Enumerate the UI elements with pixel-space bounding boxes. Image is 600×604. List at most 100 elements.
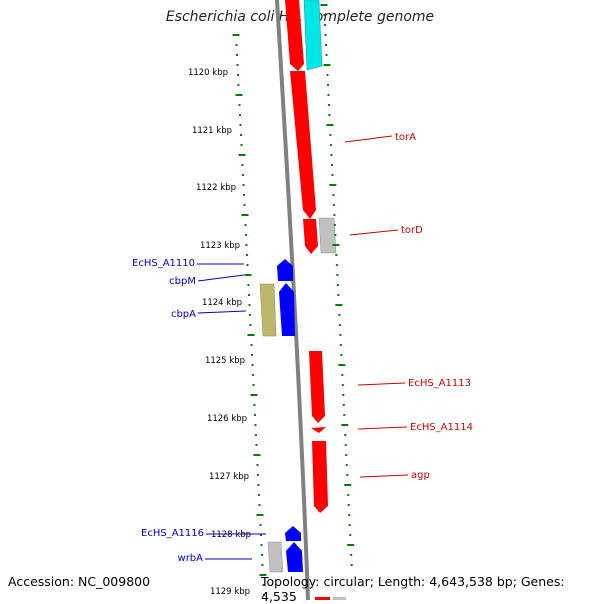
gray-gene-block[interactable] [318, 217, 337, 254]
agp-gene-label[interactable]: agp [411, 470, 430, 481]
ruler-dot [344, 484, 352, 486]
echs-a1110-gene-arrow[interactable] [277, 259, 293, 281]
ruler-dot [323, 24, 326, 26]
ruler-dot [333, 224, 336, 226]
tord-gene-arrow[interactable] [303, 219, 318, 254]
ruler-dot [250, 344, 253, 346]
ruler-dot [259, 524, 262, 526]
ruler-dot [327, 104, 330, 106]
echs-a1110-gene-label[interactable]: EcHS_A1110 [132, 258, 195, 269]
ruler-dot [238, 154, 246, 156]
ruler-dot [238, 104, 241, 106]
ruler-dot [345, 454, 348, 456]
bottom-gray-gene[interactable] [333, 597, 346, 600]
ruler-dot [236, 74, 239, 76]
echs-a1116-gene-label[interactable]: EcHS_A1116 [141, 528, 204, 539]
ruler-dot [249, 324, 252, 326]
ruler-dot [332, 244, 340, 246]
ruler-dot [247, 294, 250, 296]
ruler-dot [329, 184, 337, 186]
ruler-dot [255, 444, 258, 446]
tord-leader-line [349, 229, 399, 236]
ruler-dot [256, 464, 259, 466]
cyan-gene-arrow[interactable] [303, 0, 323, 71]
ruler-dot [334, 234, 337, 236]
ruler-dot [256, 474, 259, 476]
tora-gene-arrow[interactable] [290, 71, 316, 219]
echs-a1114-leader-line [357, 426, 408, 430]
ruler-dot [330, 154, 333, 156]
ruler-dot [240, 144, 243, 146]
tora-leader-line [344, 135, 393, 143]
ruler-tick-label: 1122 kbp [196, 183, 236, 193]
gene-arrow-blue[interactable] [286, 542, 303, 572]
tord-gene-label[interactable]: torD [401, 225, 423, 236]
ruler-dot [341, 374, 344, 376]
ruler-dot [243, 204, 246, 206]
ruler-dot [323, 64, 331, 66]
ruler-dot [247, 284, 250, 286]
ruler-dot [250, 354, 253, 356]
agp-leader-line [359, 474, 409, 478]
ruler-dot [336, 284, 339, 286]
ruler-dot [335, 264, 338, 266]
echs-a1113-gene-label[interactable]: EcHS_A1113 [408, 378, 471, 389]
ruler-dot [232, 34, 240, 36]
ruler-dot [253, 404, 256, 406]
ruler-dot [336, 274, 339, 276]
ruler-dot [335, 254, 338, 256]
ruler-dot [328, 114, 331, 116]
cbpa-gene-label[interactable]: cbpA [171, 309, 196, 320]
ruler-dot [242, 194, 245, 196]
ruler-dot [337, 294, 340, 296]
tora-gene-label[interactable]: torA [395, 132, 416, 143]
echs-a1114-gene-label[interactable]: EcHS_A1114 [410, 422, 473, 433]
ruler-dot [346, 474, 349, 476]
ruler-dot [323, 14, 326, 16]
cbpm-gene-label[interactable]: cbpM [169, 276, 196, 287]
echs-a1116-gray-gene-block[interactable] [267, 541, 284, 573]
ruler-dot [244, 224, 247, 226]
ruler-dot [254, 434, 257, 436]
ruler-dot [248, 304, 251, 306]
ruler-dot [250, 394, 258, 396]
gene-arrow-red[interactable] [285, 0, 304, 71]
ruler-dot [350, 564, 353, 566]
ruler-dot [252, 384, 255, 386]
cbpa-leader-line [197, 310, 247, 314]
bottom-red-gene[interactable] [315, 597, 330, 600]
ruler-dot [251, 364, 254, 366]
ruler-dot [341, 384, 344, 386]
ruler-tick-label: 1123 kbp [200, 241, 240, 251]
ruler-dot [347, 544, 355, 546]
ruler-tick-label: 1120 kbp [188, 68, 228, 78]
ruler-dot [340, 354, 343, 356]
ruler-dot [235, 54, 238, 56]
ruler-dot [347, 504, 350, 506]
ruler-dot [238, 114, 241, 116]
echs-a1113-gene-arrow[interactable] [309, 351, 325, 423]
ruler-tick-label: 1124 kbp [202, 298, 242, 308]
ruler-dot [330, 164, 333, 166]
agp-gene-arrow[interactable] [312, 441, 328, 513]
wrba-gene-label[interactable]: wrbA [178, 553, 204, 564]
accession-label: Accession: NC_009800 [8, 574, 151, 589]
ruler-dot [259, 574, 267, 576]
ruler-dot [326, 74, 329, 76]
ruler-dot [256, 514, 264, 516]
ruler-dot [338, 324, 341, 326]
wrba-gene-arrow[interactable] [285, 526, 301, 541]
cbpm-olive-gene-block[interactable] [259, 283, 277, 337]
ruler-dot [342, 404, 345, 406]
ruler-dot [327, 94, 330, 96]
ruler-dot [350, 554, 353, 556]
ruler-dot [239, 124, 242, 126]
ruler-dot [244, 234, 247, 236]
ruler-dot [329, 144, 332, 146]
echs-a1114-gene-arrow[interactable] [311, 427, 326, 433]
ruler-dot [235, 44, 238, 46]
ruler-dot [339, 334, 342, 336]
cbpa-gene-arrow[interactable] [279, 283, 295, 336]
ruler-dot [343, 414, 346, 416]
